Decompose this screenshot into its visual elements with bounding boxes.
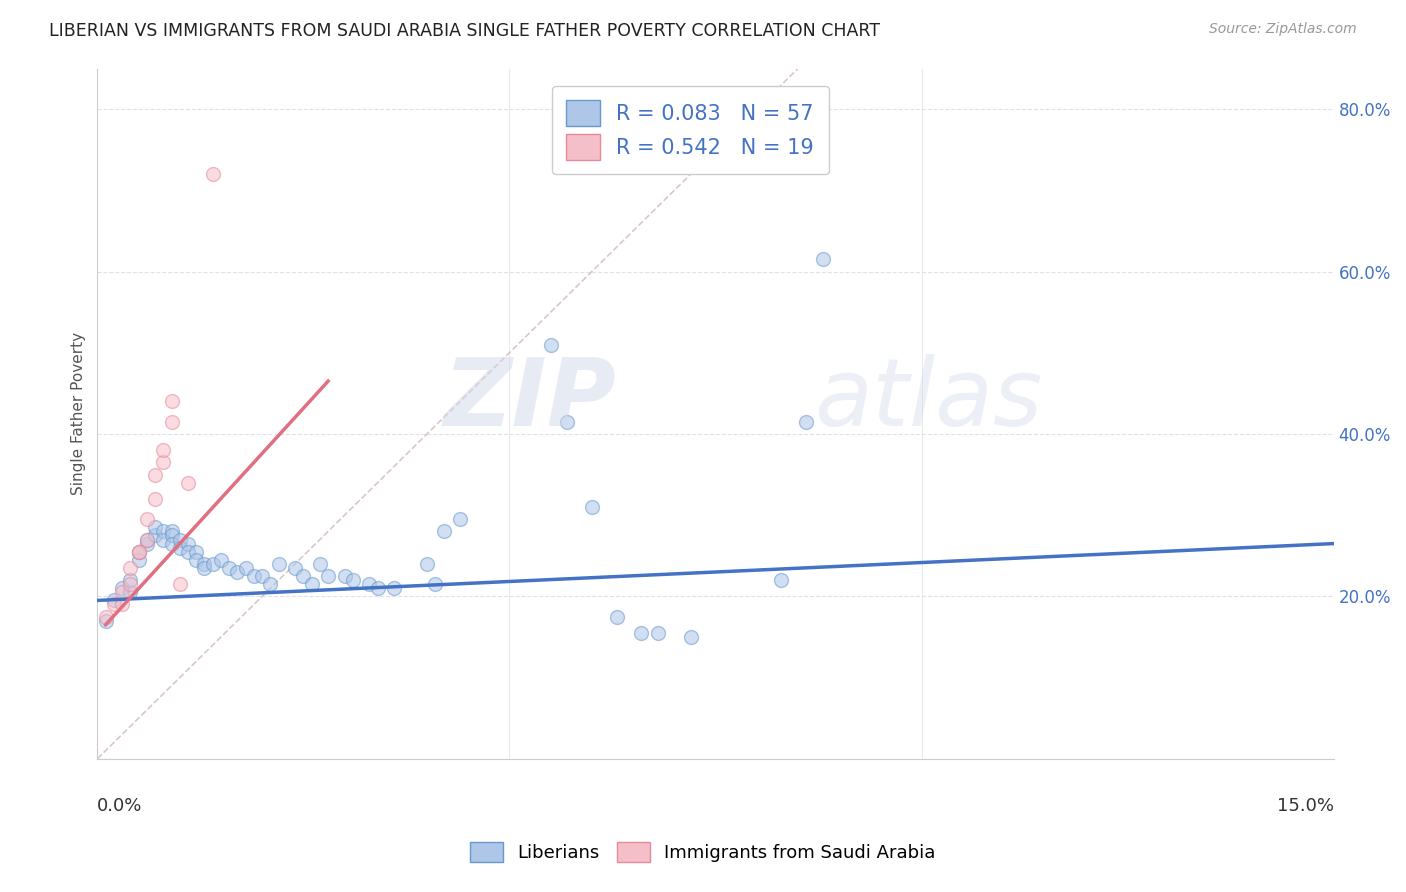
Point (193, 561, 215, 575)
Point (128, 553, 150, 567)
Point (309, 557, 332, 571)
Point (301, 577, 323, 591)
Point (177, 475, 200, 490)
Point (770, 573, 793, 587)
Point (555, 415, 578, 429)
Point (243, 569, 266, 583)
Point (235, 561, 257, 575)
Legend: R = 0.083   N = 57, R = 0.542   N = 19: R = 0.083 N = 57, R = 0.542 N = 19 (551, 86, 828, 174)
Point (292, 569, 315, 583)
Point (135, 512, 157, 526)
Point (120, 585, 142, 599)
Text: 0.0%: 0.0% (97, 797, 143, 814)
Point (143, 491, 166, 506)
Point (152, 443, 174, 458)
Point (267, 557, 290, 571)
Point (169, 577, 191, 591)
Point (342, 573, 364, 587)
Point (143, 520, 166, 534)
Point (128, 545, 150, 559)
Point (581, 500, 603, 514)
Point (111, 581, 134, 595)
Point (103, 598, 125, 612)
Point (120, 573, 142, 587)
Point (679, 630, 702, 644)
Y-axis label: Single Father Poverty: Single Father Poverty (72, 332, 86, 495)
Point (259, 577, 281, 591)
Point (135, 536, 157, 550)
Text: Source: ZipAtlas.com: Source: ZipAtlas.com (1209, 22, 1357, 37)
Point (160, 394, 183, 409)
Point (367, 581, 389, 595)
Point (201, 557, 224, 571)
Point (135, 533, 157, 547)
Point (449, 512, 471, 526)
Point (128, 545, 150, 559)
Point (432, 524, 454, 539)
Text: atlas: atlas (814, 354, 1043, 445)
Point (135, 533, 157, 547)
Point (120, 561, 142, 575)
Point (250, 569, 273, 583)
Point (152, 524, 174, 539)
Point (333, 569, 356, 583)
Point (111, 598, 134, 612)
Text: LIBERIAN VS IMMIGRANTS FROM SAUDI ARABIA SINGLE FATHER POVERTY CORRELATION CHART: LIBERIAN VS IMMIGRANTS FROM SAUDI ARABIA… (49, 22, 880, 40)
Point (425, 577, 447, 591)
Point (128, 545, 150, 559)
Point (177, 536, 200, 550)
Point (647, 626, 669, 640)
Point (186, 553, 208, 567)
Text: ZIP: ZIP (444, 354, 617, 446)
Point (160, 536, 183, 550)
Legend: Liberians, Immigrants from Saudi Arabia: Liberians, Immigrants from Saudi Arabia (463, 834, 943, 870)
Point (143, 467, 166, 482)
Point (359, 577, 381, 591)
Point (382, 581, 405, 595)
Point (284, 561, 307, 575)
Point (201, 167, 224, 181)
Point (186, 545, 208, 559)
Point (226, 565, 249, 579)
Point (94, 609, 117, 624)
Point (169, 541, 191, 555)
Point (630, 626, 652, 640)
Point (540, 337, 562, 351)
Point (606, 609, 628, 624)
Point (416, 557, 439, 571)
Point (160, 415, 183, 429)
Point (811, 252, 834, 267)
Point (120, 577, 142, 591)
Point (169, 533, 191, 547)
Point (152, 455, 174, 469)
Point (152, 533, 174, 547)
Point (111, 585, 134, 599)
Point (160, 524, 183, 539)
Point (160, 528, 183, 542)
Point (94, 614, 117, 628)
Point (177, 545, 200, 559)
Point (316, 569, 339, 583)
Point (794, 415, 817, 429)
Point (209, 553, 232, 567)
Point (193, 557, 215, 571)
Point (103, 593, 125, 607)
Point (143, 528, 166, 542)
Text: 15.0%: 15.0% (1277, 797, 1334, 814)
Point (218, 561, 240, 575)
